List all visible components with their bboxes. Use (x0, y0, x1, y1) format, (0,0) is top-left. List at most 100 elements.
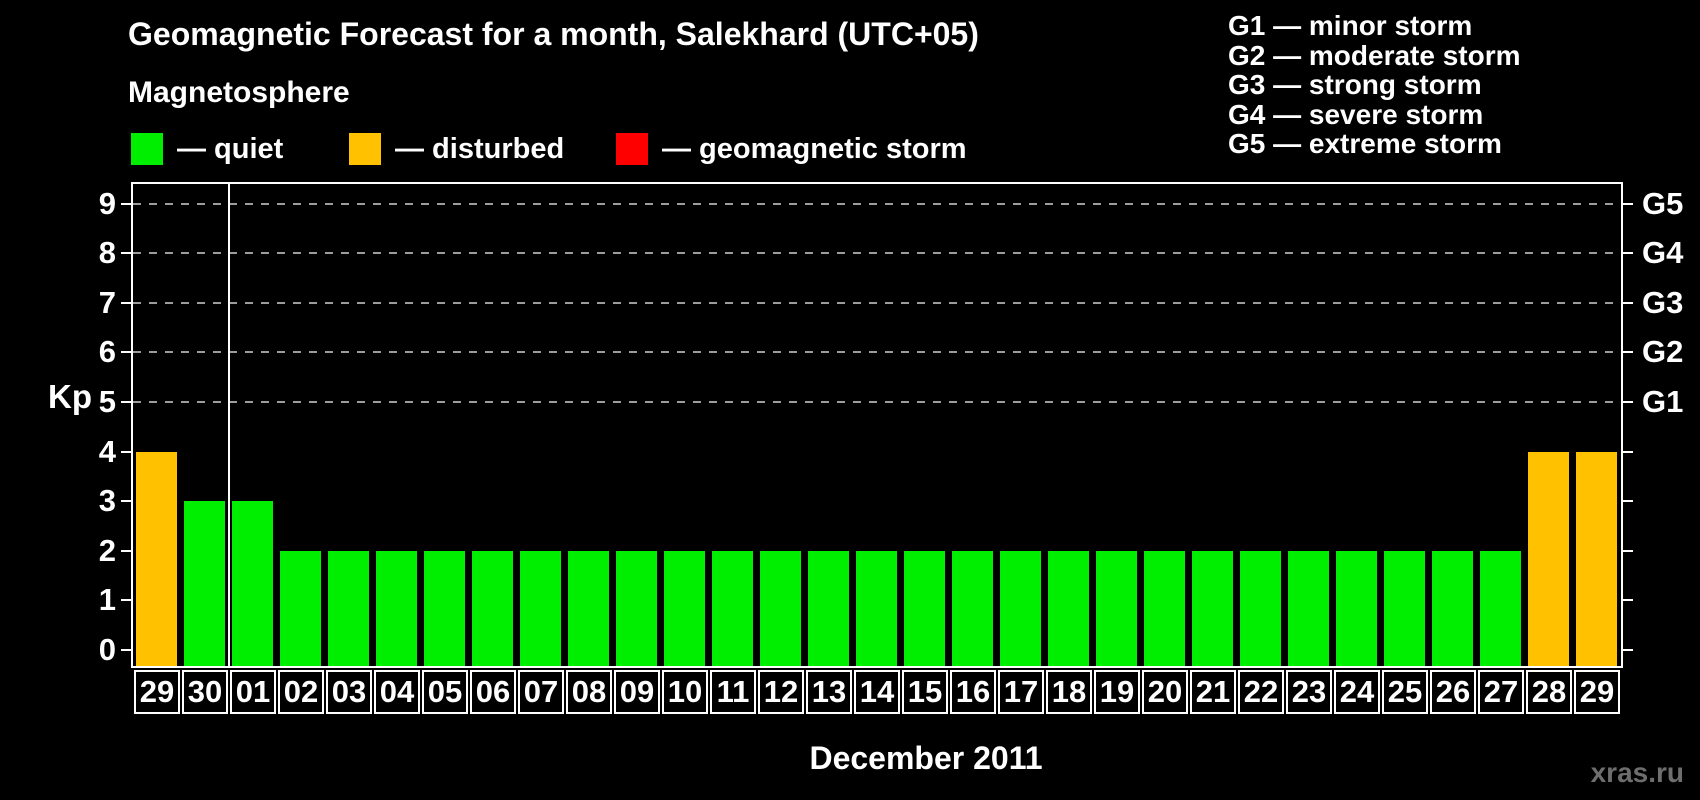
right-axis-tick (1623, 500, 1633, 503)
day-cell: 20 (1142, 670, 1188, 714)
kp-bar-day-20 (1144, 550, 1185, 666)
y-tick-label: 1 (98, 582, 116, 618)
page-title: Geomagnetic Forecast for a month, Salekh… (128, 16, 979, 52)
y-tick-label: 9 (98, 185, 116, 221)
day-cell: 17 (998, 670, 1044, 714)
day-cell: 04 (374, 670, 420, 714)
day-cell: 22 (1238, 670, 1284, 714)
g-legend-line: G1 — minor storm (1228, 10, 1473, 41)
day-cell: 27 (1478, 670, 1524, 714)
y-axis-tick (121, 401, 131, 403)
g-legend-line: G3 — strong storm (1228, 69, 1482, 100)
y-axis-tick (121, 351, 131, 354)
kp-bar-day-10 (664, 550, 705, 666)
right-axis-tick (1623, 599, 1633, 602)
quiet-swatch-icon (131, 133, 163, 165)
day-cell: 07 (518, 670, 564, 714)
gridline-kp6 (133, 351, 1621, 354)
day-cell: 26 (1430, 670, 1476, 714)
kp-bar-day-04 (376, 550, 417, 666)
kp-bar-day-29 (136, 451, 177, 666)
legend-label: — disturbed (395, 132, 565, 165)
day-cell: 18 (1046, 670, 1092, 714)
legend-item-disturbed: — disturbed (349, 133, 564, 165)
kp-bar-day-26 (1432, 550, 1473, 666)
y-axis-tick (121, 549, 131, 552)
y-axis-label: Kp (48, 378, 92, 415)
y-tick-label: 0 (98, 632, 116, 667)
kp-bar-day-29 (1576, 451, 1617, 666)
kp-bar-day-15 (904, 550, 945, 666)
day-cell: 29 (1574, 670, 1620, 714)
kp-bar-day-03 (328, 550, 369, 666)
gridline-kp5 (133, 401, 1621, 403)
chart-subtitle: Magnetosphere (128, 76, 350, 109)
day-cell: 29 (134, 670, 180, 714)
y-axis-tick (121, 202, 131, 205)
legend-label: — geomagnetic storm (662, 132, 967, 165)
day-cell: 12 (758, 670, 804, 714)
legend-item-quiet: — quiet (131, 133, 283, 165)
kp-bar-day-27 (1480, 550, 1521, 666)
kp-bar-day-16 (952, 550, 993, 666)
kp-bar-day-08 (568, 550, 609, 666)
kp-bar-day-18 (1048, 550, 1089, 666)
y-tick-label: 7 (98, 284, 116, 320)
right-axis-tick (1623, 450, 1633, 453)
kp-bar-day-09 (616, 550, 657, 666)
day-cell: 02 (278, 670, 324, 714)
color-legend: — quiet — disturbed — geomagnetic storm (0, 133, 1700, 165)
legend-label: — quiet (177, 132, 284, 165)
y-tick-label: 6 (98, 334, 116, 370)
day-cell: 14 (854, 670, 900, 714)
gridline-kp9 (133, 202, 1621, 205)
day-cell: 25 (1382, 670, 1428, 714)
day-cell: 01 (230, 670, 276, 714)
g-axis-label-G3: G3 (1642, 284, 1684, 320)
kp-bar-day-12 (760, 550, 801, 666)
y-tick-label: 8 (98, 235, 116, 271)
kp-bar-day-11 (712, 550, 753, 666)
day-cell: 09 (614, 670, 660, 714)
g-axis-label-G2: G2 (1642, 334, 1684, 370)
day-cell: 21 (1190, 670, 1236, 714)
kp-bar-day-21 (1192, 550, 1233, 666)
x-axis-label: December 2011 (809, 740, 1043, 776)
right-axis-tick (1623, 649, 1633, 651)
g-legend-line: G4 — severe storm (1228, 98, 1484, 130)
kp-bar-day-17 (1000, 550, 1041, 666)
x-axis-day-row: 29 30 01 02 03 04 05 06 07 08 09 10 11 12 13 14 15 16 17 18… (133, 670, 1621, 714)
day-cell: 16 (950, 670, 996, 714)
right-axis-tick (1623, 202, 1633, 205)
watermark: xras.ru (1590, 757, 1684, 788)
kp-bar-day-05 (424, 550, 465, 666)
y-tick-label: 4 (98, 433, 116, 469)
right-axis-tick (1623, 301, 1633, 304)
g-axis-label-G1: G1 (1642, 384, 1684, 419)
right-axis-tick (1623, 252, 1633, 255)
kp-bar-day-13 (808, 550, 849, 666)
g-legend-line: G2 — moderate storm (1228, 39, 1521, 71)
day-cell: 08 (566, 670, 612, 714)
day-cell: 19 (1094, 670, 1140, 714)
day-cell: 23 (1286, 670, 1332, 714)
kp-bar-day-30 (184, 501, 225, 666)
day-cell: 10 (662, 670, 708, 714)
y-axis-tick (121, 599, 131, 602)
y-tick-label: 2 (98, 532, 116, 568)
g-axis-label-G5: G5 (1642, 185, 1684, 221)
day-cell: 13 (806, 670, 852, 714)
right-axis-tick (1623, 401, 1633, 403)
day-cell: 06 (470, 670, 516, 714)
g-scale-legend: G1 — minor storm G2 — moderate storm G3 — … (1228, 11, 1521, 159)
right-axis-tick (1623, 549, 1633, 552)
day-cell: 24 (1334, 670, 1380, 714)
kp-bar-day-25 (1384, 550, 1425, 666)
disturbed-swatch-icon (349, 133, 381, 165)
y-axis-tick (121, 500, 131, 503)
right-axis-tick (1623, 351, 1633, 354)
kp-bar-day-28 (1528, 451, 1569, 666)
plot-area (131, 182, 1623, 668)
day-cell: 30 (182, 670, 228, 714)
